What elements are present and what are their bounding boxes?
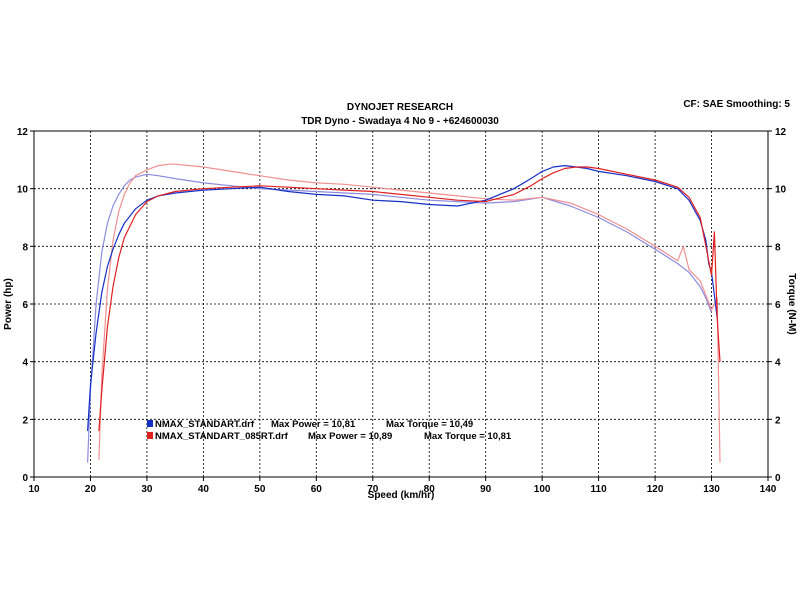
x-tick-label: 90 [480, 484, 492, 495]
power-standart-line [87, 165, 718, 431]
y-tick-label-left: 0 [22, 473, 28, 484]
y-tick-label-right: 8 [775, 242, 781, 253]
x-tick-label: 40 [198, 484, 210, 495]
chart-subtitle: TDR Dyno - Swadaya 4 No 9 - +624600030 [301, 116, 499, 127]
x-tick-label: 140 [760, 484, 777, 495]
x-tick-label: 30 [141, 484, 153, 495]
y-tick-label-right: 10 [775, 185, 787, 196]
y-tick-label-right: 12 [775, 127, 787, 138]
legend-torque-standart: Max Torque = 10,49 [386, 419, 473, 430]
y-tick-label-left: 12 [17, 127, 29, 138]
x-axis-label: Speed (km/hr) [368, 490, 435, 501]
chart-title: DYNOJET RESEARCH [347, 102, 453, 113]
y-tick-label-left: 6 [22, 300, 28, 311]
y-tick-label-right: 2 [775, 415, 781, 426]
legend-torque-085rt: Max Torque = 10,81 [424, 431, 512, 442]
x-tick-label: 10 [28, 484, 40, 495]
x-tick-label: 100 [534, 484, 551, 495]
grid [34, 131, 768, 477]
y-tick-label-left: 10 [17, 185, 29, 196]
y-tick-label-right: 4 [775, 358, 781, 369]
legend-file-085rt: NMAX_STANDART_085RT.drf [155, 431, 289, 442]
x-tick-label: 80 [424, 484, 436, 495]
x-tick-label: 60 [311, 484, 323, 495]
y-axis-label-right: Torque (N-M) [786, 273, 797, 334]
x-tick-label: 50 [254, 484, 266, 495]
x-tick-label: 70 [367, 484, 379, 495]
y-tick-label-right: 6 [775, 300, 781, 311]
legend-power-085rt: Max Power = 10,89 [308, 431, 392, 442]
power-085rt-line [98, 166, 721, 431]
y-tick-label-left: 4 [22, 358, 28, 369]
series-group [87, 163, 721, 463]
torque-085rt-line [98, 163, 721, 463]
y-tick-label-left: 8 [22, 242, 28, 253]
legend-swatch-085rt [147, 432, 153, 439]
legend-swatch-standart [147, 420, 153, 427]
torque-standart-line [87, 173, 713, 463]
settings-label: CF: SAE Smoothing: 5 [683, 99, 790, 110]
x-tick-label: 120 [647, 484, 664, 495]
legend-file-standart: NMAX_STANDART.drf [155, 419, 255, 430]
x-tick-label: 110 [591, 484, 608, 495]
legend: NMAX_STANDART.drf Max Power = 10,81 Max … [147, 419, 512, 442]
y-axis-label-left: Power (hp) [3, 278, 14, 330]
x-tick-label: 130 [703, 484, 720, 495]
plot-area [33, 130, 769, 478]
x-tick-label: 20 [85, 484, 97, 495]
legend-power-standart: Max Power = 10,81 [271, 419, 356, 430]
y-tick-label-right: 0 [775, 473, 781, 484]
y-tick-label-left: 2 [22, 415, 28, 426]
